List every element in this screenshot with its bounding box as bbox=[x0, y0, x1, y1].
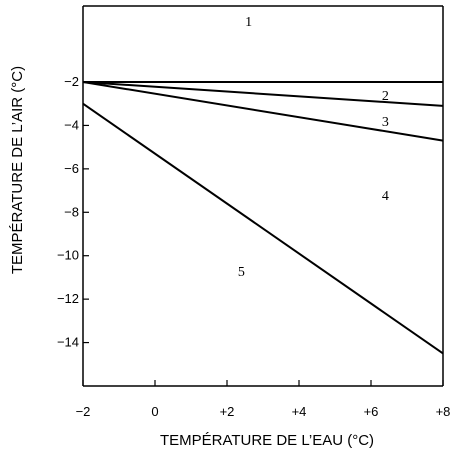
y-axis-ticks: −2 −4 −6 −8 −10 −12 −14 bbox=[57, 74, 89, 350]
region-label: 5 bbox=[238, 265, 245, 280]
y-tick-label: −4 bbox=[64, 117, 79, 132]
y-tick-label: −12 bbox=[57, 291, 79, 306]
y-axis-title: TEMPÉRATURE DE L’AIR (°C) bbox=[9, 66, 26, 274]
y-tick-label: −6 bbox=[64, 161, 79, 176]
boundary-lines bbox=[82, 81, 444, 355]
x-tick-label: −2 bbox=[76, 404, 91, 419]
y-tick-label: −8 bbox=[64, 204, 79, 219]
y-tick-label: −14 bbox=[57, 335, 79, 350]
x-tick-label: +2 bbox=[220, 404, 235, 419]
region-label: 4 bbox=[382, 189, 389, 204]
boundary-line bbox=[82, 81, 444, 142]
boundary-line bbox=[82, 81, 444, 107]
x-axis-ticks: −2 0 +2 +4 +6 +8 bbox=[76, 380, 450, 419]
x-axis-title: TEMPÉRATURE DE L’EAU (°C) bbox=[160, 432, 374, 449]
region-label: 3 bbox=[382, 115, 389, 130]
boundary-line bbox=[82, 102, 444, 355]
y-tick-label: −10 bbox=[57, 248, 79, 263]
region-label: 2 bbox=[382, 89, 389, 104]
plot-frame bbox=[82, 5, 444, 387]
x-tick-label: +4 bbox=[292, 404, 307, 419]
x-tick-label: 0 bbox=[151, 404, 158, 419]
y-tick-label: −2 bbox=[64, 74, 79, 89]
x-tick-label: +6 bbox=[364, 404, 379, 419]
region-labels: 1 2 3 4 5 bbox=[238, 15, 389, 280]
x-tick-label: +8 bbox=[436, 404, 450, 419]
region-label: 1 bbox=[245, 15, 252, 30]
